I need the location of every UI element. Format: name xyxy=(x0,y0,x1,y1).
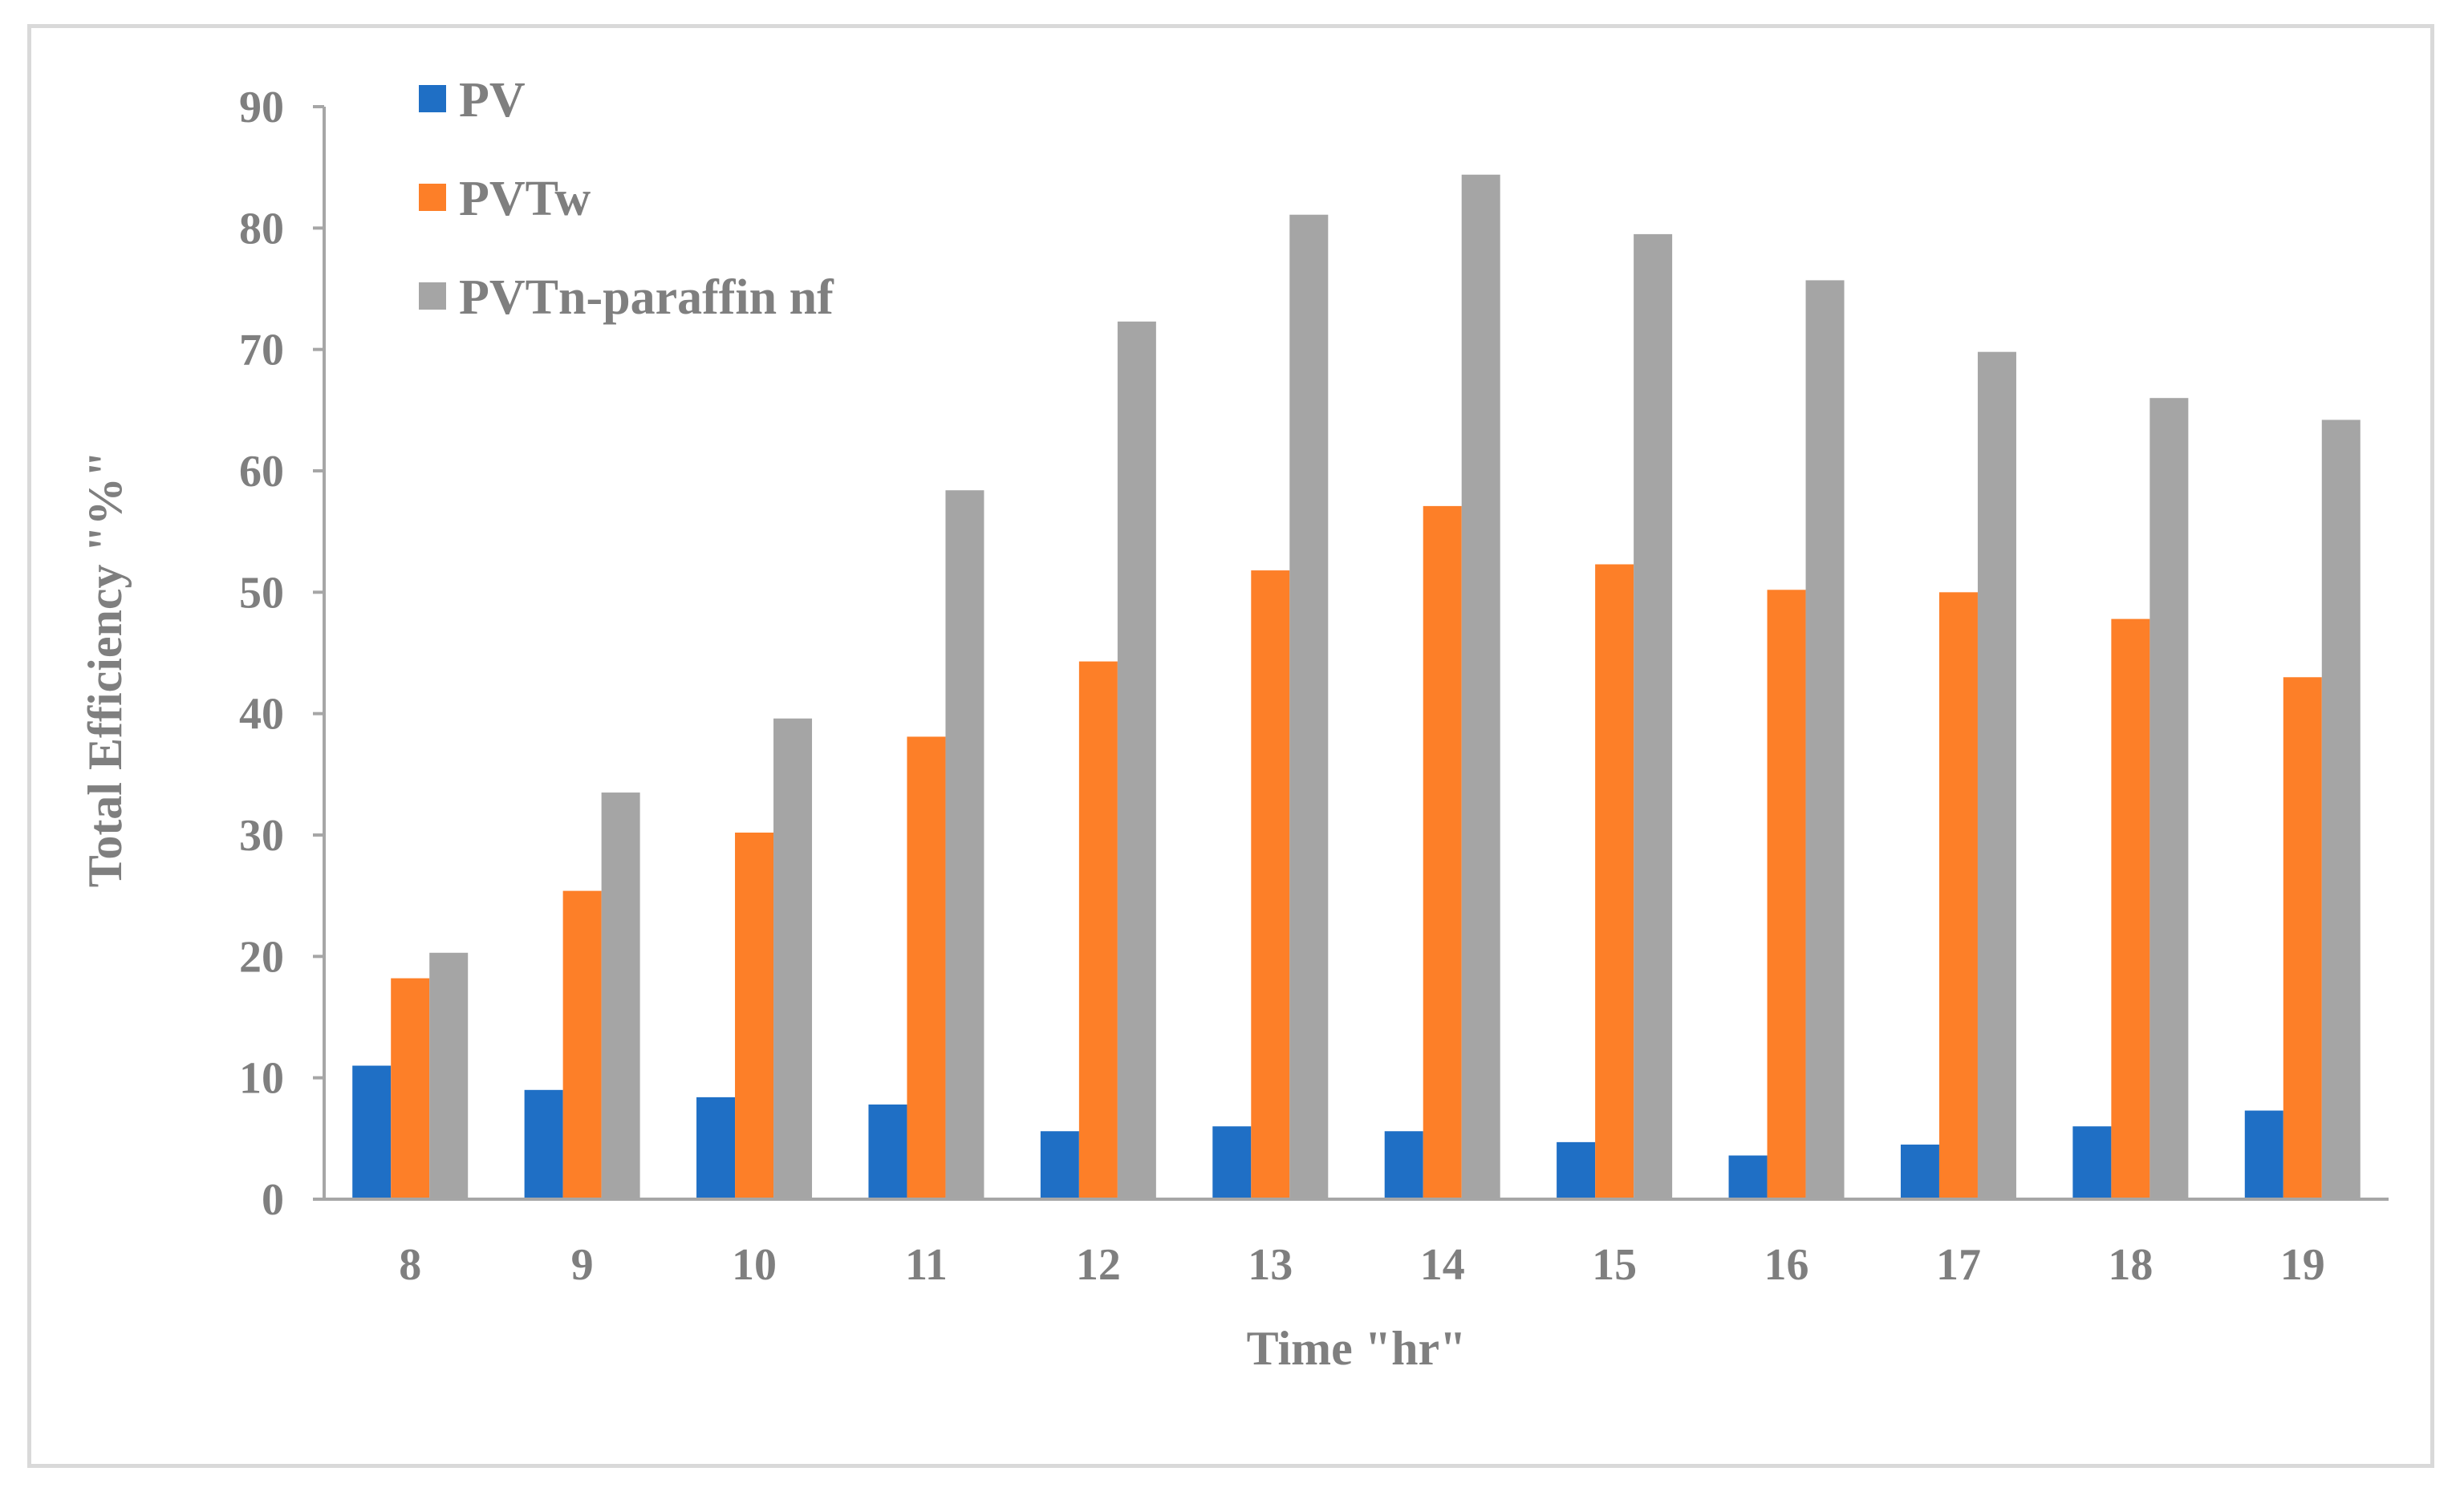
bar-pv-14 xyxy=(1384,1131,1423,1199)
y-tick-label: 60 xyxy=(239,447,284,497)
bar-pv-15 xyxy=(1557,1141,1596,1199)
bar-pv-11 xyxy=(868,1104,907,1199)
bar-pvtn-paraffin-nf-10 xyxy=(773,718,813,1199)
y-tick-label: 70 xyxy=(239,326,284,375)
x-tick-label: 15 xyxy=(1592,1240,1637,1290)
bar-pv-19 xyxy=(2244,1110,2283,1199)
x-tick-label: 9 xyxy=(571,1240,594,1290)
bar-pvtn-paraffin-nf-17 xyxy=(1977,351,2016,1199)
bar-pv-16 xyxy=(1728,1155,1768,1199)
bar-pvtn-paraffin-nf-13 xyxy=(1289,214,1329,1199)
bar-pvtw-15 xyxy=(1595,564,1634,1199)
y-tick-label: 90 xyxy=(239,83,284,132)
bar-pvtw-13 xyxy=(1251,570,1290,1199)
bar-pv-9 xyxy=(524,1089,563,1199)
y-tick-label: 20 xyxy=(239,932,284,982)
bar-pvtw-11 xyxy=(907,736,946,1199)
x-tick-label: 14 xyxy=(1420,1240,1465,1290)
y-tick-label: 80 xyxy=(239,204,284,253)
bar-pv-18 xyxy=(2072,1126,2112,1199)
legend-swatch-0 xyxy=(419,85,446,112)
bar-pvtn-paraffin-nf-12 xyxy=(1117,321,1156,1199)
bar-pvtw-10 xyxy=(735,832,774,1199)
y-tick-label: 50 xyxy=(239,568,284,618)
legend-label-2: PVTn-paraffin nf xyxy=(459,270,834,325)
bar-pvtw-19 xyxy=(2283,677,2322,1199)
ticks-layer: 0 10 20 30 40 50 60 70 80 90 8 9 10 11 12 13 14 15 16 17 18 1… xyxy=(239,83,2325,1290)
bar-pvtw-18 xyxy=(2111,618,2150,1199)
bar-pv-10 xyxy=(696,1097,736,1199)
bar-chart: 0 10 20 30 40 50 60 70 80 90 8 9 10 11 12 13 14 15 16 17 18 1… xyxy=(79,73,2389,1375)
bar-pvtw-9 xyxy=(562,890,602,1199)
x-tick-label: 10 xyxy=(732,1240,777,1290)
bar-pv-13 xyxy=(1212,1126,1252,1199)
bar-pvtn-paraffin-nf-9 xyxy=(601,793,640,1199)
bar-pvtw-12 xyxy=(1078,661,1118,1199)
legend-label-0: PV xyxy=(459,73,526,128)
bar-pv-12 xyxy=(1040,1131,1079,1199)
x-tick-label: 17 xyxy=(1936,1240,1981,1290)
bar-pv-17 xyxy=(1900,1144,1939,1199)
y-tick-label: 40 xyxy=(239,690,284,740)
x-tick-label: 19 xyxy=(2280,1240,2325,1290)
bar-pvtn-paraffin-nf-8 xyxy=(429,952,469,1199)
x-tick-label: 16 xyxy=(1764,1240,1809,1290)
bar-pvtn-paraffin-nf-19 xyxy=(2321,420,2360,1199)
y-tick-label: 10 xyxy=(239,1054,284,1104)
bar-pvtn-paraffin-nf-18 xyxy=(2149,398,2189,1199)
x-tick-label: 12 xyxy=(1076,1240,1121,1290)
bar-pvtn-paraffin-nf-11 xyxy=(945,490,984,1199)
bar-pvtn-paraffin-nf-16 xyxy=(1805,280,1845,1199)
x-tick-label: 11 xyxy=(905,1240,948,1290)
y-axis-title: Total Efficiency "%" xyxy=(79,451,132,887)
legend: PV PVTw PVTn-paraffin nf xyxy=(419,73,834,325)
bar-pvtw-16 xyxy=(1767,590,1806,1199)
bar-pvtw-8 xyxy=(391,978,430,1199)
bar-pvtn-paraffin-nf-14 xyxy=(1461,174,1500,1199)
bar-pvtw-14 xyxy=(1423,505,1462,1199)
y-tick-label: 0 xyxy=(262,1175,284,1225)
axes-layer xyxy=(323,107,2389,1201)
x-tick-label: 18 xyxy=(2108,1240,2153,1290)
bar-pv-8 xyxy=(352,1065,392,1199)
x-tick-label: 8 xyxy=(399,1240,421,1290)
bar-pvtw-17 xyxy=(1938,592,1978,1199)
legend-swatch-2 xyxy=(419,282,446,310)
legend-label-1: PVTw xyxy=(459,172,591,226)
bars-layer xyxy=(352,174,2360,1199)
x-axis-title: Time "hr" xyxy=(1247,1322,1467,1375)
x-tick-label: 13 xyxy=(1248,1240,1293,1290)
y-tick-label: 30 xyxy=(239,811,284,861)
chart-frame: 0 10 20 30 40 50 60 70 80 90 8 9 10 11 12 13 14 15 16 17 18 1… xyxy=(27,24,2434,1468)
bar-pvtn-paraffin-nf-15 xyxy=(1634,233,1673,1199)
legend-swatch-1 xyxy=(419,184,446,211)
